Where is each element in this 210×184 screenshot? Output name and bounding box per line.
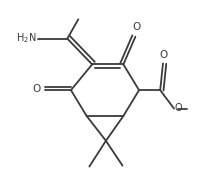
Text: H$_2$N: H$_2$N bbox=[16, 31, 36, 45]
Text: O: O bbox=[175, 103, 182, 113]
Text: O: O bbox=[32, 84, 41, 94]
Text: O: O bbox=[132, 22, 140, 32]
Text: O: O bbox=[160, 50, 168, 60]
